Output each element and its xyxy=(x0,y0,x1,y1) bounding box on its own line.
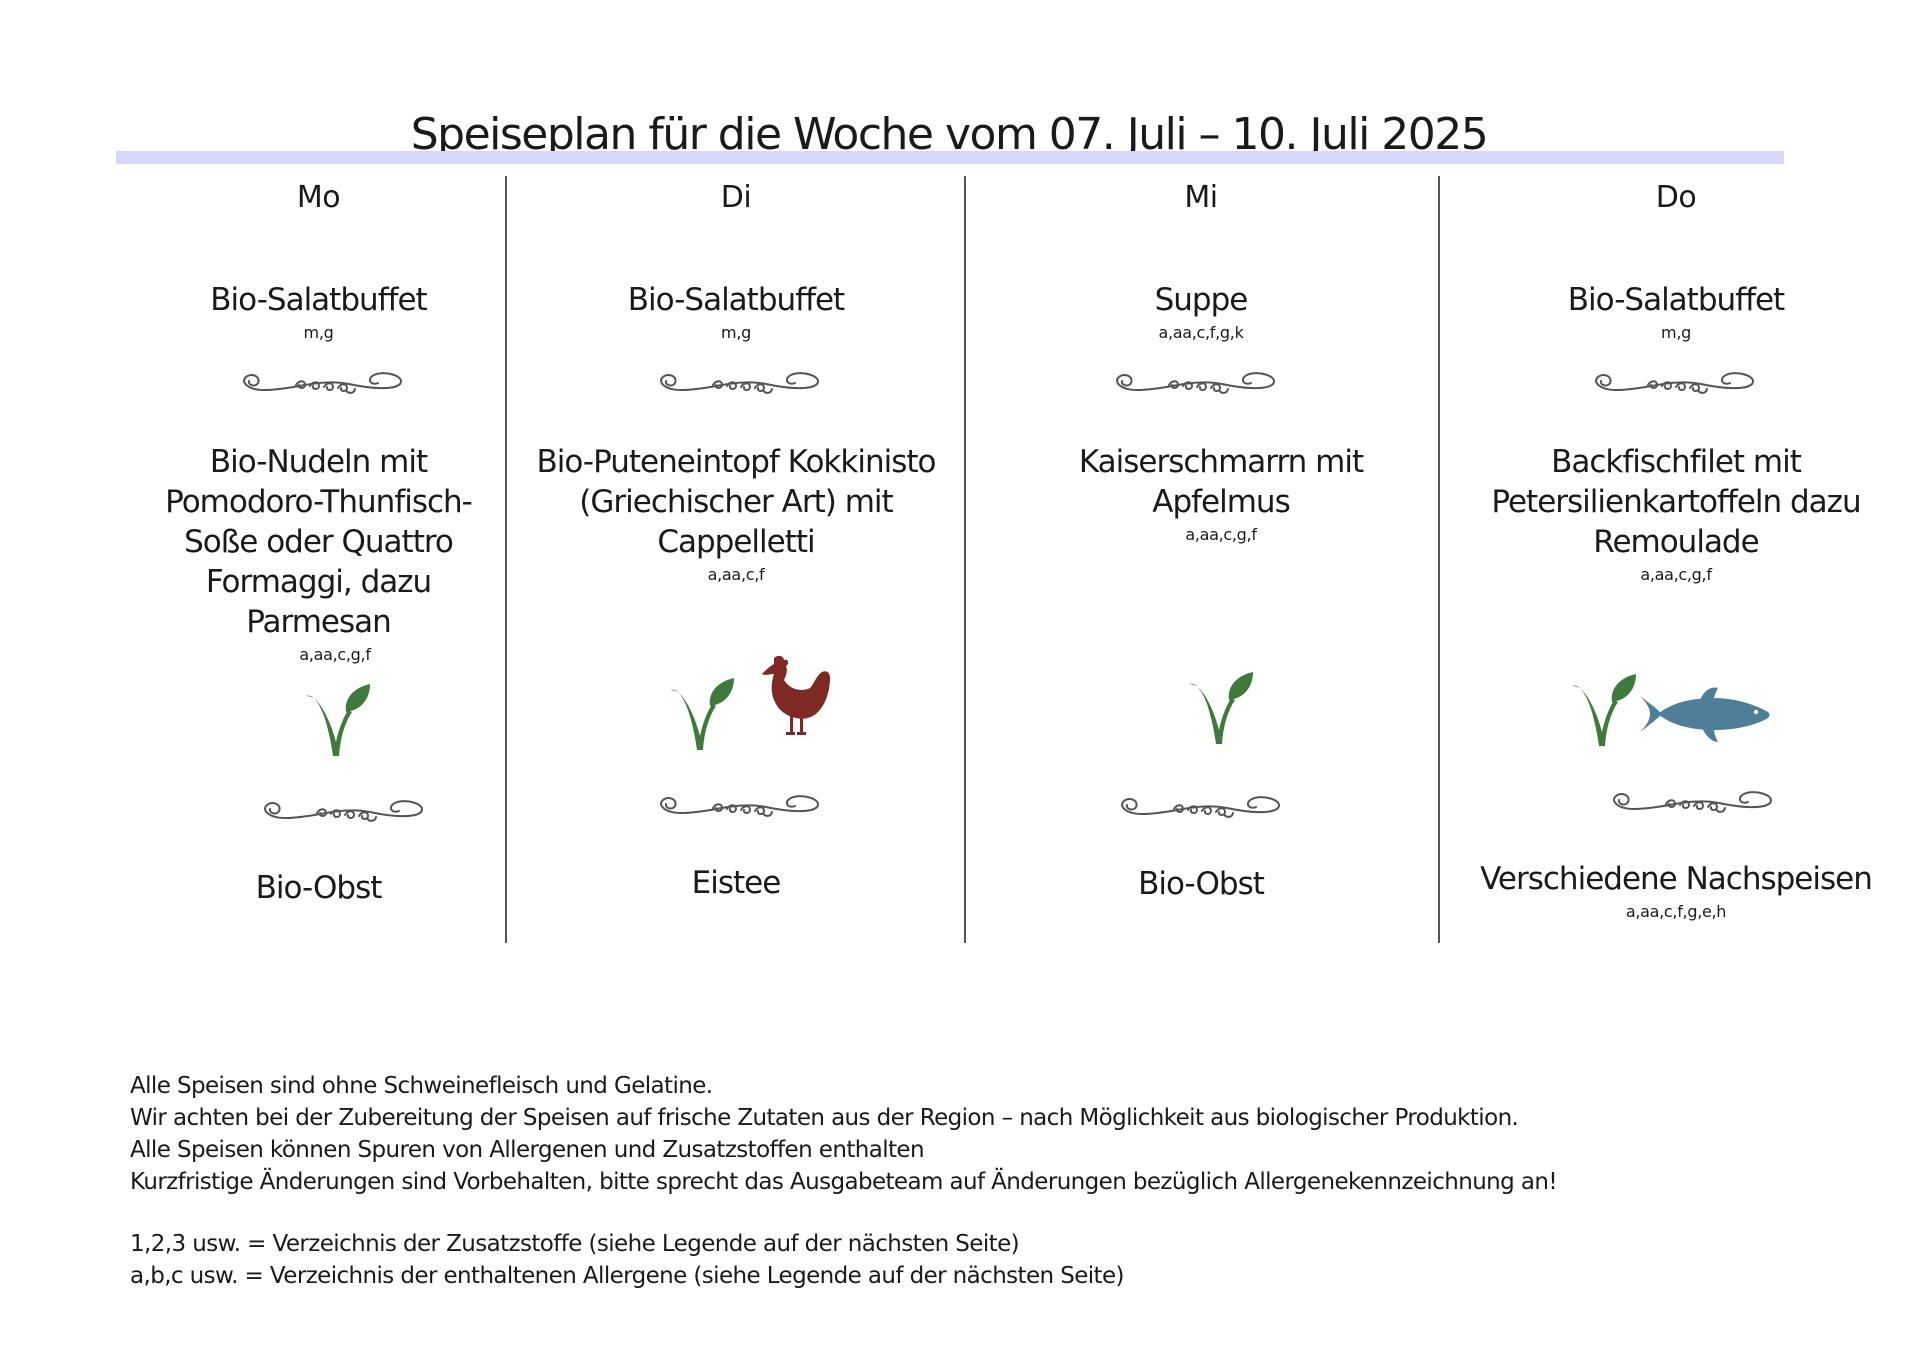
starter-name: Suppe xyxy=(1154,282,1249,318)
main-dish: Bio-Nudeln mit Pomodoro-Thunfisch-Soße o… xyxy=(116,442,521,665)
ornament-divider xyxy=(1107,368,1277,402)
main-dish-allergens: a,aa,c,g,f xyxy=(1640,565,1712,584)
main-dish-allergens: a,aa,c,g,f xyxy=(299,645,371,664)
poultry-icon xyxy=(760,654,832,738)
note-line: Alle Speisen können Spuren von Allergene… xyxy=(130,1137,925,1163)
day-heading: Mi xyxy=(1184,180,1218,215)
legend-line: 1,2,3 usw. = Verzeichnis der Zusatzstoff… xyxy=(130,1231,1020,1257)
title-underline-bar xyxy=(116,151,1784,164)
starter-allergens: m,g xyxy=(303,323,334,342)
starter: Bio-Salatbuffet m,g xyxy=(1440,280,1912,343)
day-heading: Di xyxy=(720,180,752,215)
main-dish-name: Bio-Puteneintopf Kokkinisto (Griechische… xyxy=(536,444,937,560)
ornament-divider xyxy=(651,368,821,402)
starter-name: Bio-Salatbuffet xyxy=(627,282,845,318)
main-dish: Backfischfilet mit Petersilienkartoffeln… xyxy=(1440,442,1912,585)
column-divider xyxy=(964,176,966,943)
ornament-divider xyxy=(651,791,821,825)
day-heading: Do xyxy=(1655,180,1697,215)
ornament-divider xyxy=(1604,787,1774,821)
main-dish-name: Kaiserschmarrn mit Apfelmus xyxy=(1078,444,1364,520)
dessert-name: Bio-Obst xyxy=(1138,866,1265,902)
ornament-divider xyxy=(234,368,404,402)
starter: Bio-Salatbuffet m,g xyxy=(507,280,965,343)
veggie-leaf-icon xyxy=(666,676,736,752)
starter-allergens: a,aa,c,f,g,k xyxy=(1158,323,1244,342)
starter-name: Bio-Salatbuffet xyxy=(1567,282,1785,318)
main-dish-name: Backfischfilet mit Petersilienkartoffeln… xyxy=(1491,444,1861,560)
dessert-allergens: a,aa,c,f,g,e,h xyxy=(1625,902,1727,921)
main-dish-name: Bio-Nudeln mit Pomodoro-Thunfisch-Soße o… xyxy=(165,444,473,640)
starter-allergens: m,g xyxy=(721,323,751,342)
note-line: Wir achten bei der Zubereitung der Speis… xyxy=(130,1105,1519,1131)
dessert-name: Eistee xyxy=(691,865,782,901)
column-divider xyxy=(1438,176,1440,943)
main-dish: Bio-Puteneintopf Kokkinisto (Griechische… xyxy=(507,442,965,585)
main-dish-allergens: a,aa,c,f xyxy=(707,565,765,584)
spacer xyxy=(130,1198,1830,1228)
ornament-divider xyxy=(255,796,425,830)
starter-name: Bio-Salatbuffet xyxy=(210,282,427,318)
dessert-name: Verschiedene Nachspeisen xyxy=(1480,861,1873,897)
dessert: Bio-Obst xyxy=(116,868,521,908)
veggie-leaf-icon xyxy=(1568,672,1638,748)
starter: Bio-Salatbuffet m,g xyxy=(116,280,521,343)
veggie-leaf-icon xyxy=(302,682,372,758)
dessert: Bio-Obst xyxy=(966,864,1436,904)
fish-icon xyxy=(1638,684,1772,744)
main-dish-allergens: a,aa,c,g,f xyxy=(1185,525,1257,544)
note-line: Alle Speisen sind ohne Schweinefleisch u… xyxy=(130,1073,713,1099)
ornament-divider xyxy=(1586,368,1756,402)
ornament-divider xyxy=(1112,792,1282,826)
column-divider xyxy=(505,176,507,943)
day-heading: Mo xyxy=(296,180,341,215)
starter-allergens: m,g xyxy=(1661,323,1691,342)
dessert: Eistee xyxy=(507,863,965,903)
note-line: Kurzfristige Änderungen sind Vorbehalten… xyxy=(130,1169,1558,1195)
dessert-name: Bio-Obst xyxy=(255,870,383,906)
main-dish: Kaiserschmarrn mit Apfelmus a,aa,c,g,f xyxy=(966,442,1436,545)
legend-line: a,b,c usw. = Verzeichnis der enthaltenen… xyxy=(130,1263,1125,1289)
veggie-leaf-icon xyxy=(1185,670,1255,746)
dessert: Verschiedene Nachspeisen a,aa,c,f,g,e,h xyxy=(1440,859,1912,922)
starter: Suppe a,aa,c,f,g,k xyxy=(966,280,1436,343)
footer-notes: Alle Speisen sind ohne Schweinefleisch u… xyxy=(130,1070,1830,1292)
